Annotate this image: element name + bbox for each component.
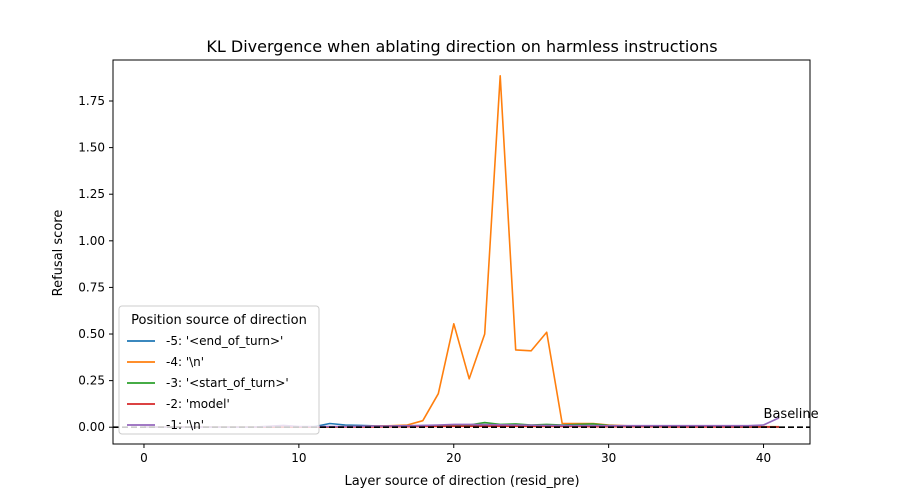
legend-title: Position source of direction (131, 313, 307, 328)
legend-entries: -5: '<end_of_turn>' -4: '\n' -3: '<start_o… (127, 334, 289, 432)
x-axis: 0 10 20 30 40 (140, 444, 771, 465)
legend-label: -4: '\n' (166, 355, 204, 369)
x-tick-label: 0 (140, 451, 148, 465)
y-tick-label: 0.50 (78, 327, 105, 341)
legend-label: -2: 'model' (166, 397, 230, 411)
y-tick-label: 1.00 (78, 234, 105, 248)
x-tick-label: 20 (446, 451, 461, 465)
y-tick-label: 0.75 (78, 280, 105, 294)
y-tick-label: 1.75 (78, 94, 105, 108)
legend-label: -5: '<end_of_turn>' (166, 334, 283, 348)
y-tick-label: 0.00 (78, 420, 105, 434)
x-tick-label: 30 (601, 451, 616, 465)
chart-title: KL Divergence when ablating direction on… (206, 37, 717, 56)
x-tick-label: 10 (291, 451, 306, 465)
y-axis: 0.00 0.25 0.50 0.75 1.00 1.25 1.50 1.75 (78, 94, 113, 434)
y-tick-label: 0.25 (78, 374, 105, 388)
legend-box (118, 305, 320, 435)
x-axis-label: Layer source of direction (resid_pre) (344, 474, 579, 489)
x-tick-label: 40 (756, 451, 771, 465)
legend: Position source of direction -5: '<end_o… (118, 305, 320, 435)
legend-label: -3: '<start_of_turn>' (166, 376, 289, 390)
axes-frame (112, 59, 811, 445)
y-tick-label: 1.25 (78, 187, 105, 201)
y-tick-label: 1.50 (78, 141, 105, 155)
legend-label: -1: '\n' (166, 418, 204, 432)
y-axis-label: Refusal score (51, 210, 66, 297)
baseline-label: Baseline (764, 407, 819, 422)
